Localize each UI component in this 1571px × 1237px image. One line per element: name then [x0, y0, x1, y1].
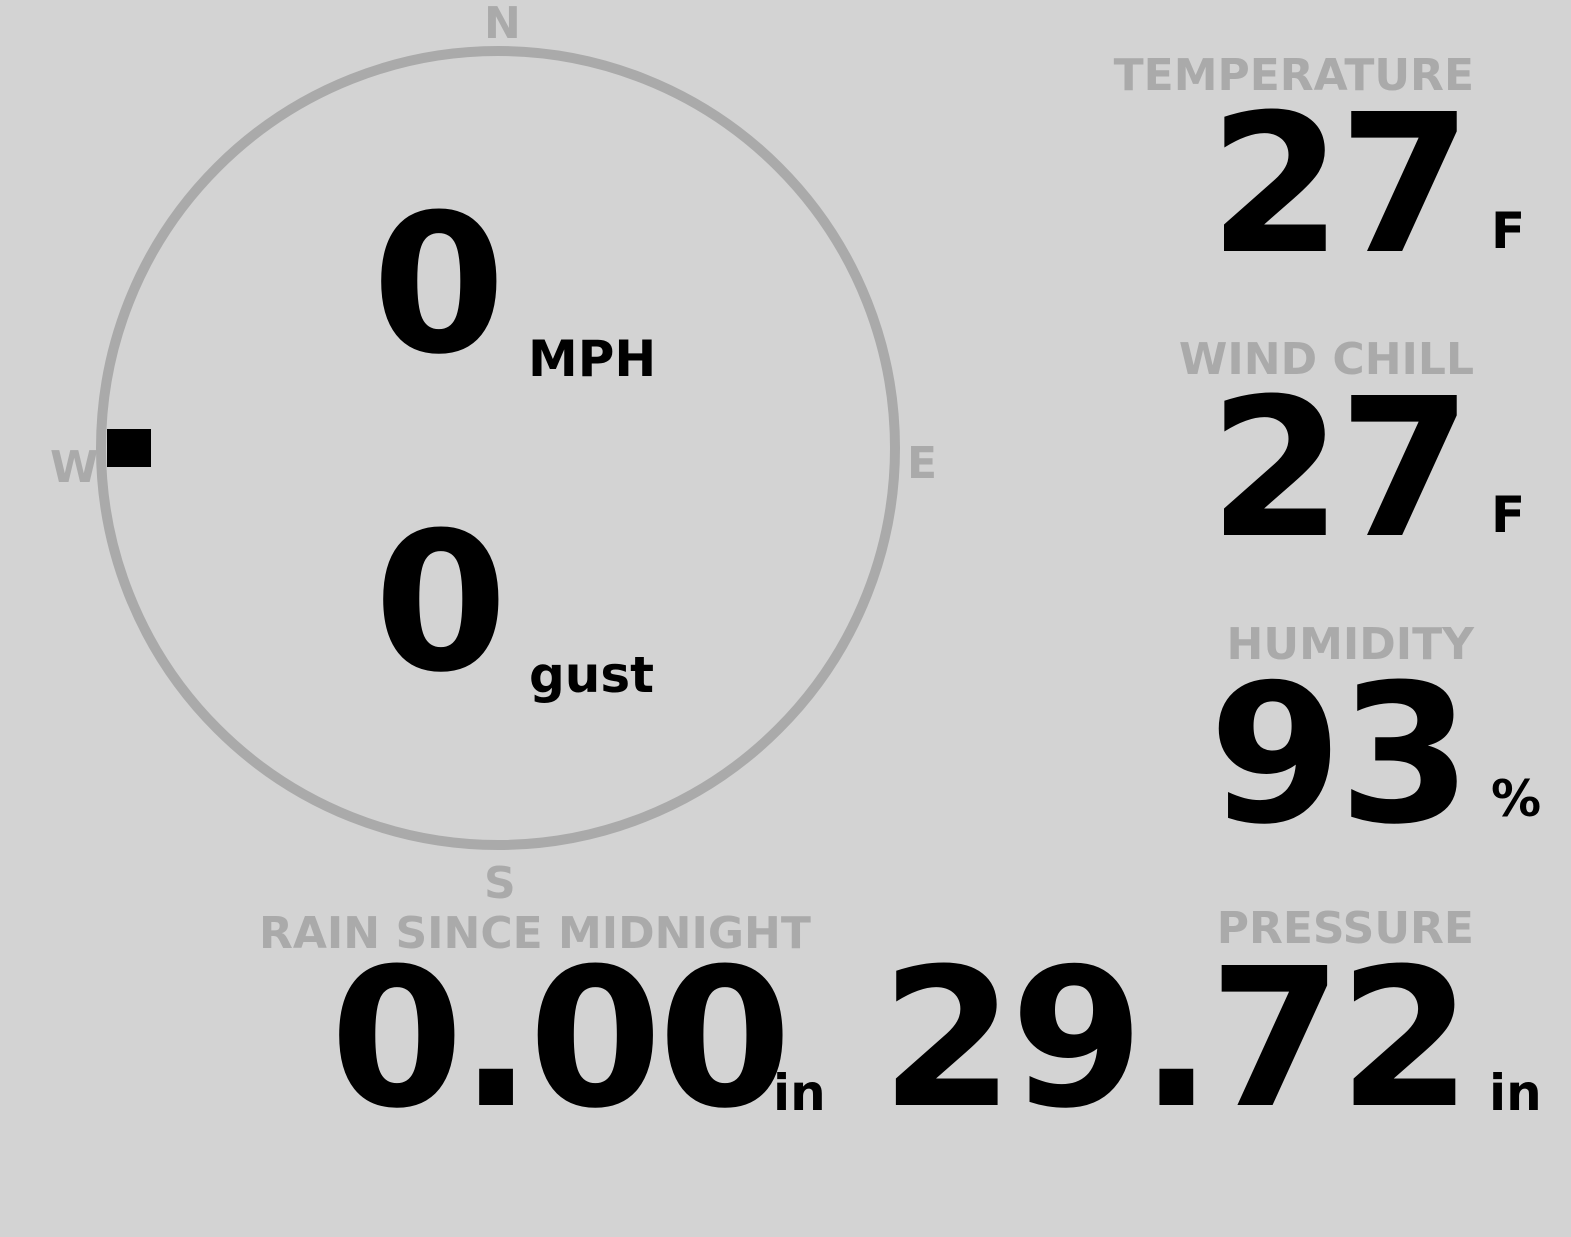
wind-chill-label: WIND CHILL	[1178, 334, 1474, 385]
humidity-value: 93	[1208, 644, 1472, 867]
pressure-unit: in	[1489, 1064, 1542, 1122]
compass-south-label: S	[484, 858, 516, 909]
wind-gust-unit: gust	[529, 646, 655, 704]
wind-direction-marker	[107, 429, 151, 467]
temperature-unit: F	[1491, 202, 1526, 260]
wind-chill-unit: F	[1491, 486, 1526, 544]
pressure-label: PRESSURE	[1216, 903, 1474, 954]
compass-north-label: N	[484, 0, 521, 49]
humidity-unit: %	[1491, 770, 1542, 828]
wind-speed-unit: MPH	[528, 330, 657, 388]
compass-west-label: W	[50, 442, 99, 493]
compass-ring	[96, 46, 900, 850]
wind-speed-value: 0	[372, 174, 506, 397]
rain-label: RAIN SINCE MIDNIGHT	[259, 908, 811, 959]
temperature-value: 27	[1208, 74, 1472, 297]
compass-east-label: E	[907, 438, 938, 489]
wind-chill-value: 27	[1208, 358, 1472, 581]
pressure-value: 29.72	[880, 928, 1472, 1151]
wind-gust-value: 0	[374, 492, 508, 715]
temperature-label: TEMPERATURE	[1113, 50, 1474, 101]
rain-value: 0.00	[330, 928, 792, 1151]
compass-dial	[96, 46, 900, 850]
rain-unit: in	[773, 1064, 826, 1122]
humidity-label: HUMIDITY	[1226, 619, 1474, 670]
